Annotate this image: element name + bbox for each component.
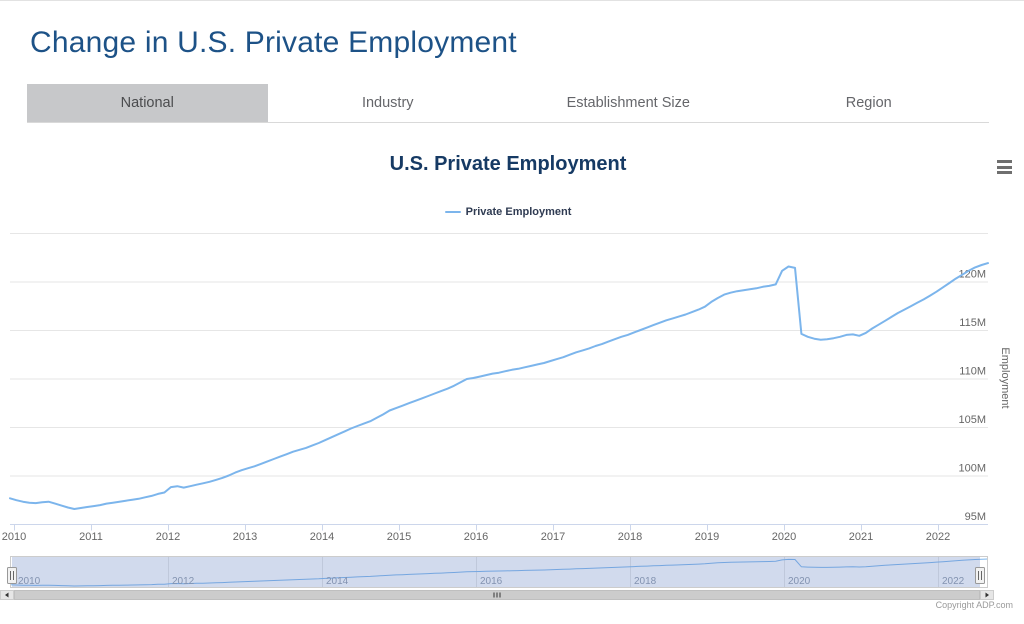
page-title: Change in U.S. Private Employment bbox=[30, 26, 517, 59]
x-axis-label: 2012 bbox=[156, 531, 180, 543]
tab-national[interactable]: National bbox=[27, 84, 268, 122]
chart-title: U.S. Private Employment bbox=[389, 153, 627, 175]
navigator-left-handle[interactable] bbox=[7, 567, 17, 584]
x-axis-label: 2015 bbox=[387, 531, 411, 543]
chart-legend[interactable]: Private Employment bbox=[0, 206, 1016, 218]
y-axis-label: 105M bbox=[958, 414, 986, 426]
navigator-axis-label: 2018 bbox=[634, 576, 657, 587]
x-axis-label: 2010 bbox=[2, 531, 26, 543]
scroll-left-arrow-icon bbox=[5, 592, 9, 598]
y-axis-label: 120M bbox=[958, 269, 986, 281]
y-axis-label: 110M bbox=[959, 366, 986, 378]
y-axis-title: Employment bbox=[999, 347, 1011, 408]
x-axis-label: 2019 bbox=[695, 531, 719, 543]
hamburger-icon bbox=[997, 160, 1012, 163]
x-axis-label: 2017 bbox=[541, 531, 565, 543]
copyright-credit: Copyright ADP.com bbox=[935, 600, 1013, 610]
navigator-axis-label: 2012 bbox=[172, 576, 195, 587]
x-axis-label: 2016 bbox=[464, 531, 488, 543]
navigator-axis-label: 2014 bbox=[326, 576, 349, 587]
hamburger-icon bbox=[997, 165, 1012, 169]
navigator-series-line bbox=[9, 558, 989, 587]
x-axis-label: 2013 bbox=[233, 531, 257, 543]
scroll-right-arrow-icon bbox=[985, 592, 989, 598]
tab-industry[interactable]: Industry bbox=[267, 84, 508, 122]
navigator-axis-label: 2016 bbox=[480, 576, 503, 587]
report-tabs: National Industry Establishment Size Reg… bbox=[27, 84, 989, 123]
x-axis-label: 2014 bbox=[310, 531, 334, 543]
x-axis-label: 2021 bbox=[849, 531, 873, 543]
chart-context-menu-button[interactable] bbox=[997, 160, 1012, 174]
y-axis-label: 115M bbox=[959, 317, 986, 329]
navigator-axis-label: 2020 bbox=[788, 576, 811, 587]
tab-region[interactable]: Region bbox=[748, 84, 989, 122]
x-axis-label: 2018 bbox=[618, 531, 642, 543]
navigator-axis-label: 2010 bbox=[18, 576, 41, 587]
legend-line-swatch bbox=[444, 211, 461, 213]
y-axis-label: 95M bbox=[965, 511, 986, 523]
navigator-axis-label: 2022 bbox=[942, 576, 965, 587]
navigator-right-handle[interactable] bbox=[975, 567, 985, 584]
top-divider bbox=[0, 0, 1024, 1]
x-axis-label: 2022 bbox=[926, 531, 950, 543]
y-axis-label: 100M bbox=[958, 463, 986, 475]
navigator-selected-range-mask[interactable] bbox=[12, 556, 980, 588]
private-employment-series-line bbox=[9, 262, 989, 510]
tab-establishment-size[interactable]: Establishment Size bbox=[508, 84, 749, 122]
hamburger-icon bbox=[997, 171, 1012, 174]
plot-area[interactable] bbox=[10, 233, 988, 524]
x-axis-label: 2011 bbox=[79, 531, 103, 543]
legend-label: Private Employment bbox=[465, 206, 572, 218]
x-axis-label: 2020 bbox=[772, 531, 796, 543]
